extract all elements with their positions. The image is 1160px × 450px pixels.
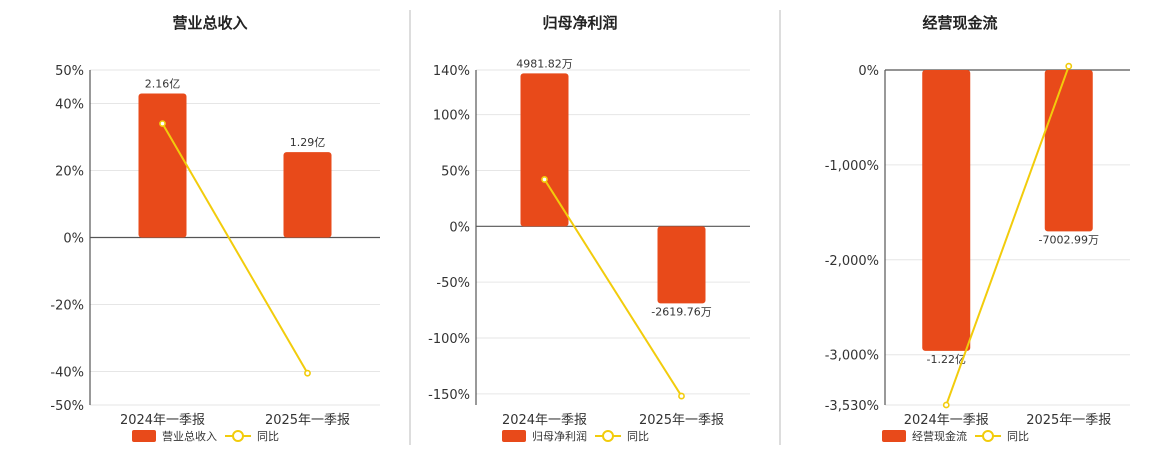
yoy-line: [543, 178, 683, 397]
legend-bar-label: 经营现金流: [912, 429, 967, 443]
yoy-point: [942, 401, 950, 409]
legend-line-marker: [982, 430, 994, 442]
yoy-line: [945, 65, 1070, 406]
yoy-point: [304, 369, 311, 377]
x-category-label: 2025年一季报: [1026, 413, 1111, 428]
y-tick-label: 50%: [55, 64, 84, 79]
bar: [520, 73, 569, 227]
yoy-line: [161, 123, 309, 374]
x-category-label: 2025年一季报: [265, 413, 350, 428]
y-tick-label: 100%: [433, 109, 470, 124]
yoy-point: [541, 176, 548, 183]
legend-bar-label: 归母净利润: [532, 429, 587, 443]
y-tick-label: -2,000%: [825, 254, 879, 269]
chart-title: 归母净利润: [542, 14, 617, 32]
y-tick-label: 20%: [55, 165, 84, 180]
y-tick-label: 0%: [858, 64, 879, 79]
y-tick-label: -1,000%: [825, 159, 879, 174]
chart-title: 营业总收入: [172, 14, 247, 32]
bar: [1044, 70, 1093, 232]
chart-title: 经营现金流: [922, 14, 997, 32]
bar-data-label: -1.22亿: [927, 353, 966, 366]
y-tick-label: -50%: [50, 399, 84, 414]
bar-data-label: 2.16亿: [145, 77, 181, 90]
bar-data-label: -2619.76万: [651, 305, 711, 318]
yoy-point: [159, 120, 166, 127]
bar: [922, 70, 971, 351]
x-category-label: 2024年一季报: [502, 413, 587, 428]
legend-line-marker: [232, 430, 244, 442]
bar-data-label: -7002.99万: [1039, 233, 1099, 246]
y-tick-label: 0%: [63, 232, 84, 247]
y-tick-label: -40%: [50, 366, 84, 381]
y-tick-label: -3,000%: [825, 349, 879, 364]
y-tick-label: -50%: [436, 276, 470, 291]
legend-bar-swatch: [882, 430, 906, 442]
legend-line-marker: [602, 430, 614, 442]
bar: [138, 93, 187, 238]
bar: [657, 226, 706, 304]
legend-bar-swatch: [132, 430, 156, 442]
y-tick-label: -150%: [428, 388, 470, 403]
y-tick-label: 140%: [433, 64, 470, 79]
x-category-label: 2025年一季报: [639, 413, 724, 428]
legend-line-label: 同比: [1007, 430, 1029, 443]
y-tick-label: 40%: [55, 98, 84, 113]
y-tick-label: -100%: [428, 332, 470, 347]
y-tick-label: -3,530%: [825, 399, 879, 414]
yoy-point: [1065, 62, 1073, 70]
y-tick-label: 0%: [449, 220, 470, 235]
y-tick-label: 50%: [441, 165, 470, 180]
legend-line-label: 同比: [257, 430, 279, 443]
legend-bar-swatch: [502, 430, 526, 442]
bar: [283, 152, 332, 238]
x-category-label: 2024年一季报: [120, 413, 205, 428]
bar-data-label: 4981.82万: [516, 57, 573, 70]
legend-line-label: 同比: [627, 430, 649, 443]
y-tick-label: -20%: [50, 299, 84, 314]
bar-data-label: 1.29亿: [290, 136, 326, 149]
yoy-point: [678, 392, 685, 400]
legend-bar-label: 营业总收入: [162, 429, 217, 443]
x-category-label: 2024年一季报: [904, 413, 989, 428]
